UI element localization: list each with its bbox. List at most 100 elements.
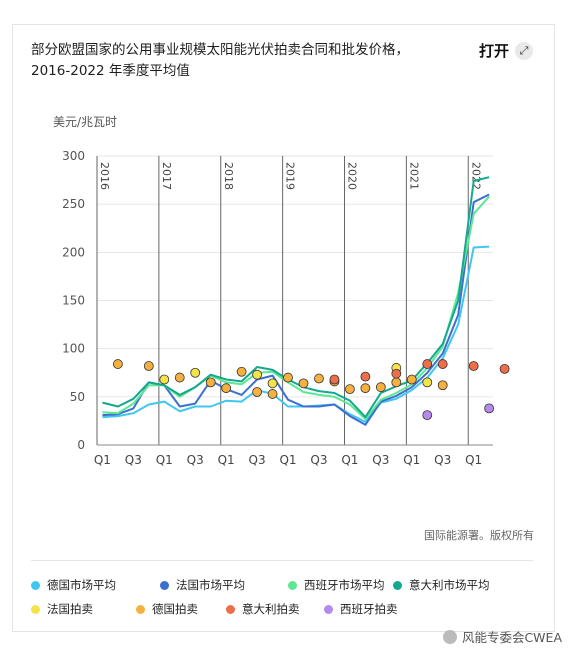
auction-point (174, 372, 185, 383)
auction-point (484, 403, 495, 414)
year-label: 2020 (346, 162, 359, 190)
auction-point (267, 389, 278, 399)
legend-item[interactable]: 德国拍卖 (136, 601, 226, 617)
x-tick-label: Q1 (218, 453, 235, 467)
legend-row-points: 法国拍卖 德国拍卖 意大利拍卖 西班牙拍卖 (31, 597, 541, 621)
auction-point (422, 410, 433, 421)
auction-point (375, 382, 386, 393)
auction-point (221, 383, 232, 394)
x-tick-label: Q1 (94, 453, 111, 467)
auction-point (205, 377, 216, 388)
legend-swatch (31, 580, 40, 590)
chart-card (12, 24, 555, 632)
open-label: 打开 (479, 42, 510, 60)
y-axis-unit: 美元/兆瓦时 (53, 115, 118, 129)
auction-point (437, 359, 448, 369)
auction-point (112, 359, 123, 369)
auction-point (252, 369, 263, 380)
y-tick-label: 150 (62, 294, 85, 308)
legend-item[interactable]: 法国拍卖 (31, 601, 136, 617)
legend-label: 德国拍卖 (152, 602, 198, 616)
legend-item[interactable]: 西班牙市场平均 (288, 577, 393, 593)
year-label: 2022 (469, 162, 482, 190)
open-button[interactable]: 打开 ⤢ (479, 40, 534, 61)
legend-swatch (31, 604, 40, 614)
legend: 德国市场平均 法国市场平均 西班牙市场平均 意大利市场平均 法国拍卖 德国拍卖 … (31, 573, 541, 621)
legend-label: 德国市场平均 (47, 578, 116, 592)
auction-point (468, 361, 479, 371)
legend-label: 意大利市场平均 (409, 578, 490, 592)
auction-point (283, 372, 293, 383)
year-label: 2017 (160, 162, 173, 190)
x-tick-label: Q1 (279, 453, 296, 467)
x-tick-label: Q3 (249, 453, 266, 467)
x-tick-label: Q3 (310, 453, 327, 467)
y-tick-label: 0 (77, 438, 85, 452)
x-tick-label: Q3 (372, 453, 389, 467)
auction-point (267, 378, 278, 389)
legend-item[interactable]: 意大利拍卖 (226, 601, 324, 617)
auction-point (406, 374, 417, 385)
y-tick-label: 100 (62, 342, 85, 356)
x-tick-label: Q1 (465, 453, 482, 467)
auction-point (314, 373, 324, 384)
legend-divider (31, 560, 533, 561)
x-tick-label: Q1 (341, 453, 358, 467)
legend-label: 西班牙拍卖 (340, 602, 398, 616)
watermark: 风能专委会CWEA (442, 627, 562, 646)
x-tick-label: Q3 (187, 453, 204, 467)
auction-point (298, 378, 309, 389)
chart-title: 部分欧盟国家的公用事业规模太阳能光伏拍卖合同和批发价格，2016-2022 年季… (31, 42, 409, 79)
x-tick-label: Q1 (403, 453, 420, 467)
legend-label: 意大利拍卖 (242, 602, 300, 616)
x-tick-label: Q3 (125, 453, 142, 467)
year-label: 2019 (284, 162, 297, 190)
series-line (102, 195, 490, 420)
wechat-icon (442, 629, 457, 644)
expand-arrows-icon: ⤢ (515, 41, 534, 60)
x-tick-label: Q1 (156, 453, 173, 467)
auction-point (437, 380, 448, 391)
legend-item[interactable]: 德国市场平均 (31, 577, 160, 593)
y-tick-label: 300 (62, 149, 85, 163)
auction-point (329, 374, 340, 385)
auction-point (391, 368, 402, 379)
auction-point (143, 361, 154, 371)
auction-point (360, 383, 371, 394)
x-tick-label: Q3 (434, 453, 451, 467)
legend-swatch (136, 604, 145, 614)
y-tick-label: 250 (62, 197, 85, 211)
legend-swatch (288, 580, 297, 590)
legend-label: 法国拍卖 (47, 602, 93, 616)
auction-point (422, 359, 433, 369)
watermark-text: 风能专委会CWEA (461, 630, 562, 645)
legend-item[interactable]: 意大利市场平均 (393, 577, 490, 593)
auction-point (190, 367, 201, 378)
legend-label: 西班牙市场平均 (304, 578, 385, 592)
legend-item[interactable]: 法国市场平均 (160, 577, 288, 593)
series-line (102, 245, 490, 423)
auction-point (236, 366, 247, 377)
legend-label: 法国市场平均 (176, 578, 245, 592)
source-note: 国际能源署。版权所有 (424, 529, 534, 542)
auction-point (345, 384, 355, 395)
y-tick-label: 50 (70, 390, 85, 404)
auction-point (391, 377, 402, 388)
legend-row-lines: 德国市场平均 法国市场平均 西班牙市场平均 意大利市场平均 (31, 573, 541, 597)
legend-swatch (226, 604, 235, 614)
year-label: 2016 (98, 162, 111, 190)
legend-swatch (324, 604, 333, 614)
auction-point (159, 374, 170, 385)
legend-item[interactable]: 西班牙拍卖 (324, 601, 398, 617)
year-label: 2021 (407, 162, 420, 190)
legend-swatch (393, 580, 402, 590)
auction-point (499, 363, 510, 374)
y-tick-label: 200 (62, 245, 85, 259)
series-line (102, 193, 490, 426)
auction-point (252, 387, 263, 397)
legend-swatch (160, 580, 169, 590)
auction-point (422, 377, 433, 388)
auction-point (360, 371, 371, 382)
year-label: 2018 (222, 162, 235, 190)
